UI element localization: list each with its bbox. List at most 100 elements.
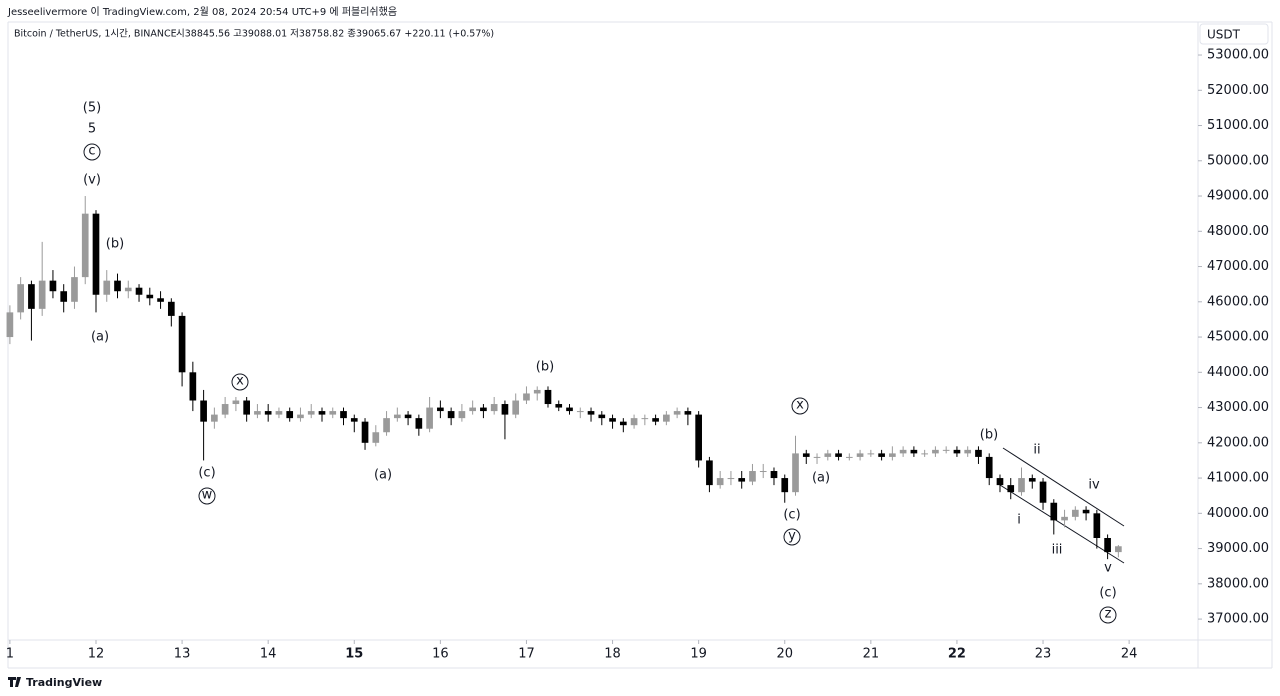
candle-body (437, 407, 444, 412)
x-tick-label: 15 (345, 647, 363, 662)
candle-body (1050, 502, 1058, 521)
candle-body (652, 418, 659, 422)
candle-body (501, 404, 509, 415)
candle-body (770, 471, 778, 479)
candle-body (307, 411, 315, 415)
annotation: (c) (783, 508, 800, 523)
candle-body (297, 414, 304, 419)
annotation-circle (231, 373, 249, 391)
candle-body (221, 404, 229, 415)
candle-body (1018, 478, 1025, 493)
y-tick-label: 46000.00 (1207, 294, 1269, 309)
candle-body (254, 411, 261, 415)
candle-body (415, 418, 423, 429)
candle-body (92, 213, 100, 295)
candle-body (340, 411, 347, 419)
candle-body (458, 411, 466, 419)
x-tick-label: 16 (432, 647, 449, 662)
annotation: (c) (1099, 586, 1116, 601)
symbol: Bitcoin / TetherUS, 1시간, BINANCE (14, 29, 177, 40)
candle-body (899, 449, 907, 454)
x-tick-label: 19 (690, 647, 707, 662)
candle-body (404, 414, 412, 419)
candle-body (630, 418, 638, 426)
annotation: (b) (106, 237, 124, 252)
y-tick-label: 41000.00 (1207, 471, 1269, 486)
x-tick-label: 21 (863, 647, 880, 662)
candle-body (264, 411, 272, 415)
y-tick-label: 45000.00 (1207, 330, 1269, 345)
unit-box (1199, 23, 1269, 45)
annotation-circle (1099, 606, 1117, 624)
y-tick-label: 37000.00 (1207, 612, 1269, 627)
y-tick-label: 53000.00 (1207, 48, 1269, 63)
x-tick-label: 12 (88, 647, 105, 662)
candle-body (824, 453, 832, 457)
x-tick-label: 18 (604, 647, 621, 662)
annotation: c (88, 144, 95, 159)
candle-body (1007, 485, 1015, 493)
candle-body (372, 432, 380, 443)
candle-body (781, 478, 789, 493)
candle-body (641, 418, 649, 420)
annotation: w (202, 488, 213, 503)
y-tick-label: 50000.00 (1207, 153, 1269, 168)
candle-body (49, 280, 57, 292)
candle-body (544, 389, 552, 405)
candle-body (1104, 537, 1111, 553)
annotation: 5 (88, 122, 96, 137)
channel-line (1002, 447, 1125, 527)
candle-body (684, 411, 692, 415)
candle-body (232, 400, 240, 405)
x-tick-label: 1 (6, 647, 14, 662)
candle-body (200, 400, 207, 422)
candle-body (361, 421, 369, 443)
x-tick-label: 20 (776, 647, 793, 662)
candle-body (727, 478, 735, 480)
publisher: Jesseelivermore 이 TradingView.com, 2월 08… (7, 5, 397, 18)
annotation: ii (1033, 443, 1040, 458)
candle-body (275, 411, 283, 415)
annotation: x (236, 374, 244, 389)
y-tick-label: 47000.00 (1207, 259, 1269, 274)
candle-body (28, 284, 35, 309)
candle-body (124, 287, 132, 292)
annotation: x (796, 398, 804, 413)
candle-body (716, 478, 724, 486)
x-tick-label: 14 (260, 647, 277, 662)
candle-body (975, 449, 982, 457)
annotation-circle (783, 528, 801, 546)
candle-body (114, 280, 121, 292)
candle-body (329, 411, 337, 415)
candle-body (996, 478, 1004, 486)
footer: TradingView (26, 676, 102, 689)
candle-body (921, 453, 928, 455)
candle-body (71, 277, 78, 302)
candle-body (845, 456, 853, 458)
candle-body (910, 449, 918, 454)
candle-body (211, 414, 218, 422)
candle-body (447, 411, 455, 419)
candle-body (749, 471, 756, 482)
candle-body (942, 449, 950, 451)
candle-body (587, 411, 595, 415)
candle-body (469, 407, 476, 412)
candle-body (673, 411, 681, 415)
candle-body (802, 453, 810, 457)
candle-body (6, 312, 14, 338)
x-tick-label: 17 (518, 647, 535, 662)
y-tick-label: 39000.00 (1207, 541, 1269, 556)
annotation: i (1017, 513, 1021, 528)
candle-body (533, 389, 541, 394)
annotation: (v) (83, 173, 101, 188)
y-tick-label: 52000.00 (1207, 83, 1269, 98)
candle-body (480, 407, 487, 412)
annotation: (b) (980, 428, 998, 443)
candle-body (835, 453, 842, 457)
candle-body (1082, 509, 1090, 514)
y-tick-label: 40000.00 (1207, 506, 1269, 521)
y-tick-label: 43000.00 (1207, 400, 1269, 415)
annotation: (5) (83, 101, 101, 116)
